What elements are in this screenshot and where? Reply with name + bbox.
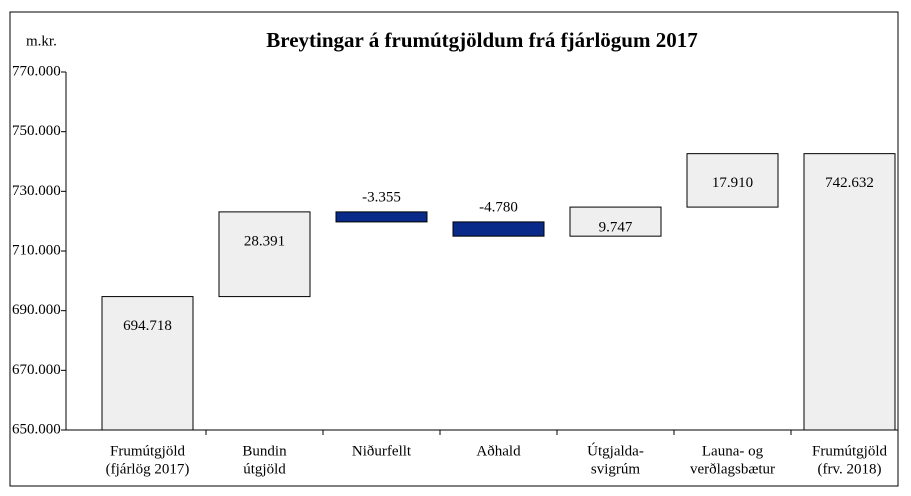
y-tick-label: 710.000 [12, 242, 61, 258]
y-tick-label: 690.000 [12, 302, 61, 318]
bar [101, 296, 194, 431]
data-label: 17.910 [712, 175, 753, 191]
x-tick-label: Frumútgjöld [110, 443, 186, 459]
x-tick-label: Aðhald [476, 443, 521, 459]
bar [218, 211, 311, 298]
x-tick-label: Bundin [242, 443, 287, 459]
bar [335, 211, 428, 223]
chart-title: Breytingar á frumútgjöldum frá fjárlögum… [266, 28, 697, 52]
y-tick-label: 670.000 [12, 362, 61, 378]
x-tick-label: Launa- og [702, 443, 764, 459]
data-label: 9.747 [599, 220, 633, 236]
bar [452, 221, 545, 237]
x-tick-label: verðlagsbætur [690, 461, 775, 477]
data-label: 694.718 [123, 318, 172, 334]
x-tick-label: Niðurfellt [352, 443, 412, 459]
x-tick-label: (frv. 2018) [817, 461, 881, 477]
y-tick-label: 730.000 [12, 183, 61, 199]
x-tick-label: (fjárlög 2017) [106, 461, 190, 477]
y-tick-label: 650.000 [12, 421, 61, 437]
y-tick-label: 770.000 [12, 63, 61, 79]
chart-frame [9, 11, 899, 487]
bar [803, 153, 896, 431]
data-label: 742.632 [825, 175, 874, 191]
bar [686, 153, 779, 208]
x-tick-label: útgjöld [243, 461, 286, 477]
data-label: -4.780 [479, 199, 518, 215]
x-tick-label: Útgjalda- [587, 442, 644, 459]
x-tick-label: svigrúm [591, 461, 641, 477]
data-label: -3.355 [362, 189, 401, 205]
data-label: 28.391 [244, 233, 285, 249]
bar [569, 206, 662, 237]
y-tick-label: 750.000 [12, 123, 61, 139]
unit-label: m.kr. [26, 33, 57, 49]
x-tick-label: Frumútgjöld [812, 443, 888, 459]
